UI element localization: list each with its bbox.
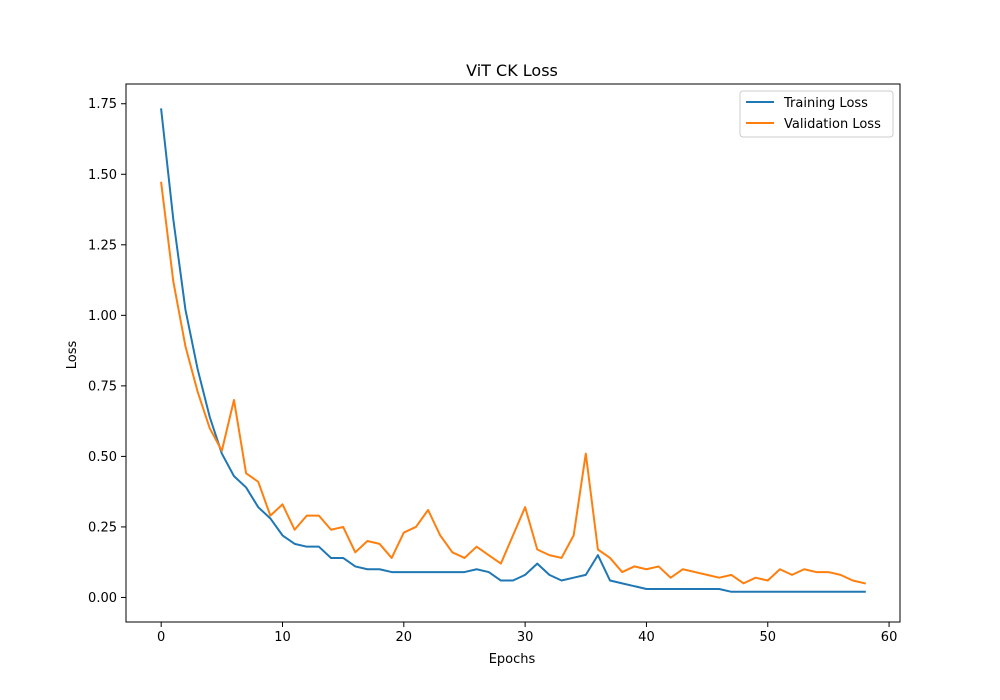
y-axis-label: Loss bbox=[65, 341, 80, 370]
x-tick-label: 0 bbox=[157, 630, 165, 645]
series-line-validation-loss bbox=[160, 181, 867, 585]
legend-label-training-loss: Training Loss bbox=[783, 96, 868, 111]
y-tick-label: 0.75 bbox=[88, 379, 117, 394]
y-tick-label: 1.00 bbox=[88, 309, 117, 324]
legend-label-validation-loss: Validation Loss bbox=[784, 117, 881, 132]
y-tick-label: 1.50 bbox=[88, 168, 117, 183]
plot-area bbox=[125, 83, 901, 623]
y-tick-label: 0.25 bbox=[88, 520, 117, 535]
x-tick-label: 20 bbox=[396, 630, 413, 645]
x-tick-label: 60 bbox=[881, 630, 898, 645]
plot-frame bbox=[125, 83, 901, 623]
y-tick-label: 0.00 bbox=[88, 591, 117, 606]
y-axis: 0.00 0.25 0.50 0.75 1.00 1.25 1.50 1.75 bbox=[88, 97, 126, 606]
legend: Training Loss Validation Loss bbox=[739, 90, 894, 138]
chart-title: ViT CK Loss bbox=[466, 61, 558, 80]
y-tick-label: 0.50 bbox=[88, 450, 117, 465]
x-axis-label: Epochs bbox=[489, 652, 536, 667]
x-tick-label: 30 bbox=[517, 630, 534, 645]
series-lines bbox=[160, 108, 867, 593]
legend-box bbox=[739, 90, 894, 138]
x-tick-label: 50 bbox=[759, 630, 776, 645]
x-axis: 0 10 20 30 40 50 60 bbox=[157, 622, 897, 645]
x-tick-label: 10 bbox=[274, 630, 291, 645]
series-line-training-loss bbox=[160, 108, 866, 593]
y-tick-label: 1.75 bbox=[88, 97, 117, 112]
y-tick-label: 1.25 bbox=[88, 238, 117, 253]
x-tick-label: 40 bbox=[638, 630, 655, 645]
